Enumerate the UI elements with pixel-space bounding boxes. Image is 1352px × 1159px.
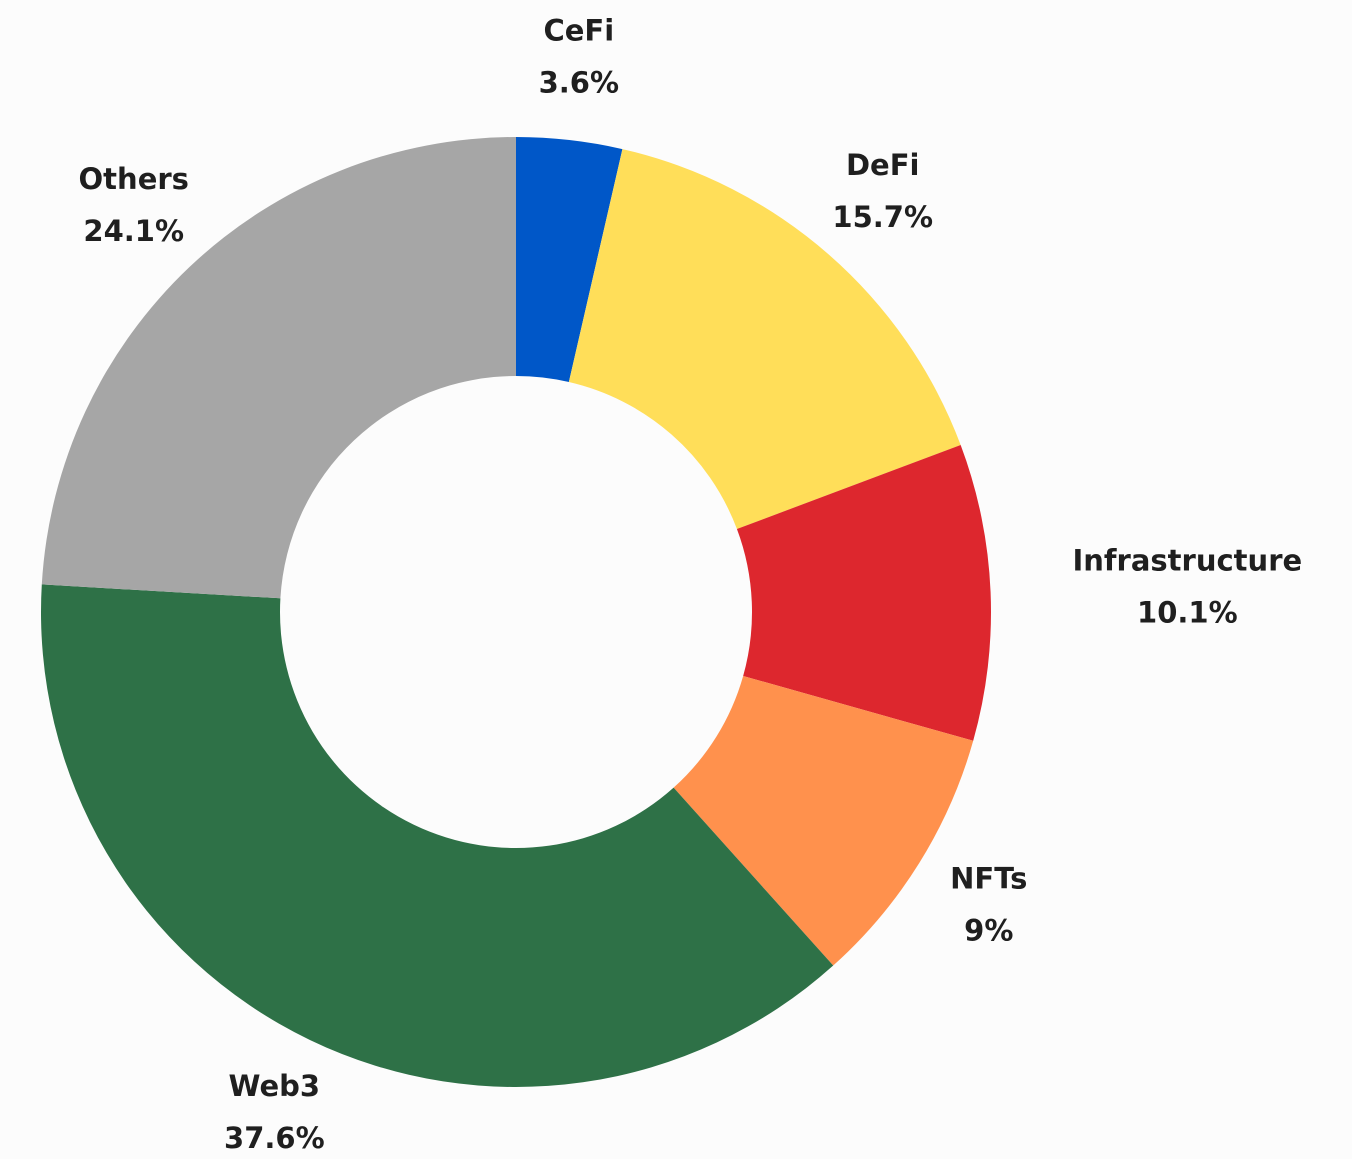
slice-label: Infrastructure [1073, 543, 1303, 577]
value-label: 9% [964, 913, 1013, 947]
donut-slice [41, 584, 834, 1087]
value-label: 10.1% [1137, 595, 1238, 629]
slice-label: Others [79, 162, 189, 196]
value-label: 15.7% [832, 200, 933, 234]
value-label: 24.1% [83, 214, 184, 248]
slice-label: DeFi [846, 148, 920, 182]
donut-slice [673, 675, 974, 966]
slice-label: NFTs [950, 861, 1027, 895]
slice-label: Web3 [229, 1069, 321, 1103]
value-label: 37.6% [224, 1121, 325, 1155]
donut-slice [736, 444, 991, 741]
value-label: 3.6% [539, 66, 619, 100]
donut-slice [41, 137, 517, 599]
donut-slice [568, 149, 961, 530]
donut-slice [516, 137, 623, 382]
slice-label: CeFi [543, 14, 614, 48]
